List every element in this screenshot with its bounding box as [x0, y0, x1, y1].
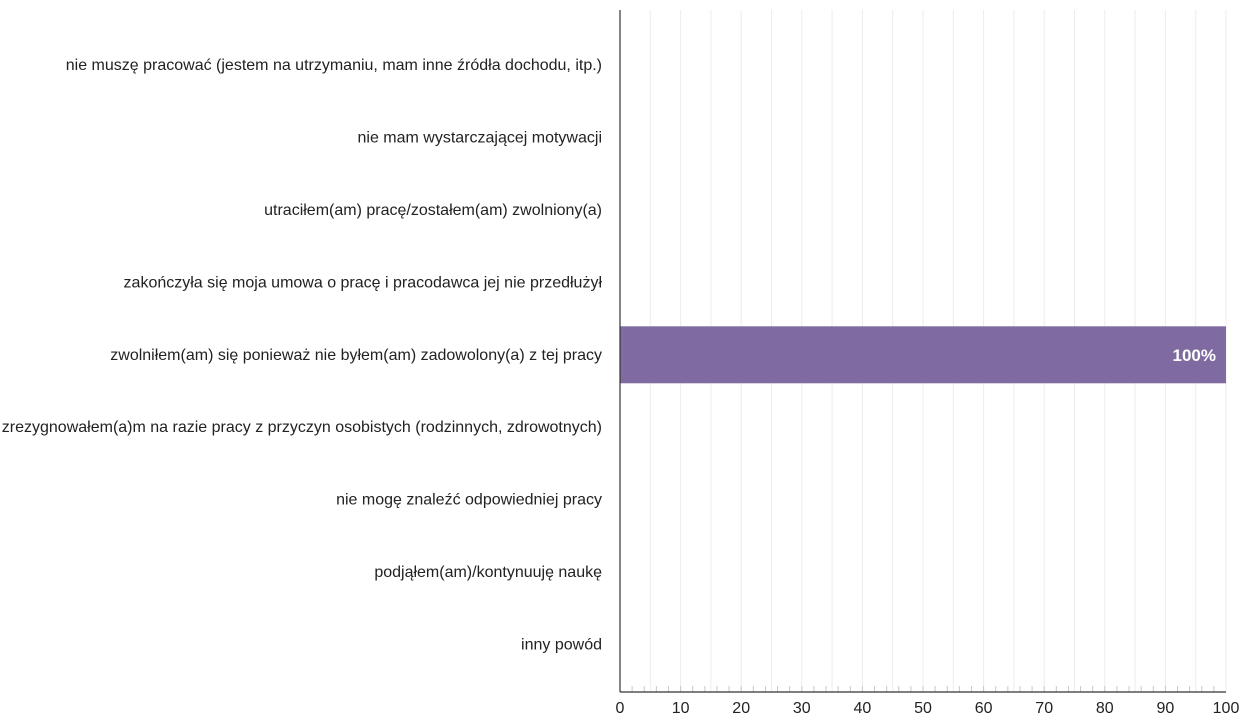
category-label-0: nie muszę pracować (jestem na utrzymaniu…: [66, 57, 602, 74]
category-labels: nie muszę pracować (jestem na utrzymaniu…: [2, 57, 603, 653]
value-labels: 100%: [1173, 346, 1216, 365]
category-label-3: zakończyła się moja umowa o pracę i prac…: [124, 274, 603, 291]
category-label-6: nie mogę znaleźć odpowiedniej pracy: [336, 492, 602, 509]
axes: [619, 10, 1226, 693]
x-tick-label-40: 40: [854, 700, 872, 717]
x-tick-labels: 0 10 20 30 40 50 60 70 80 90 100: [616, 700, 1240, 717]
x-tick-label-60: 60: [975, 700, 993, 717]
category-label-1: nie mam wystarczającej motywacji: [357, 130, 602, 147]
x-tick-label-30: 30: [793, 700, 811, 717]
bars: [620, 326, 1226, 384]
x-tick-label-20: 20: [732, 700, 750, 717]
x-tick-label-0: 0: [616, 700, 625, 717]
category-label-4: zwolniłem(am) się ponieważ nie byłem(am)…: [110, 347, 602, 364]
x-tick-label-90: 90: [1157, 700, 1175, 717]
category-label-7: podjąłem(am)/kontynuuję naukę: [374, 564, 602, 581]
x-tick-label-50: 50: [914, 700, 932, 717]
category-label-8: inny powód: [521, 636, 602, 653]
x-tick-label-80: 80: [1096, 700, 1114, 717]
x-tick-label-10: 10: [672, 700, 690, 717]
x-tick-label-70: 70: [1035, 700, 1053, 717]
value-label-4: 100%: [1173, 346, 1216, 365]
category-label-5: zrezygnowałem(a)m na razie pracy z przyc…: [2, 419, 602, 436]
minor-ticks: [631, 686, 1215, 692]
bar-4: [620, 326, 1226, 384]
category-label-2: utraciłem(am) pracę/zostałem(am) zwolnio…: [264, 202, 602, 219]
x-tick-label-100: 100: [1213, 700, 1240, 717]
